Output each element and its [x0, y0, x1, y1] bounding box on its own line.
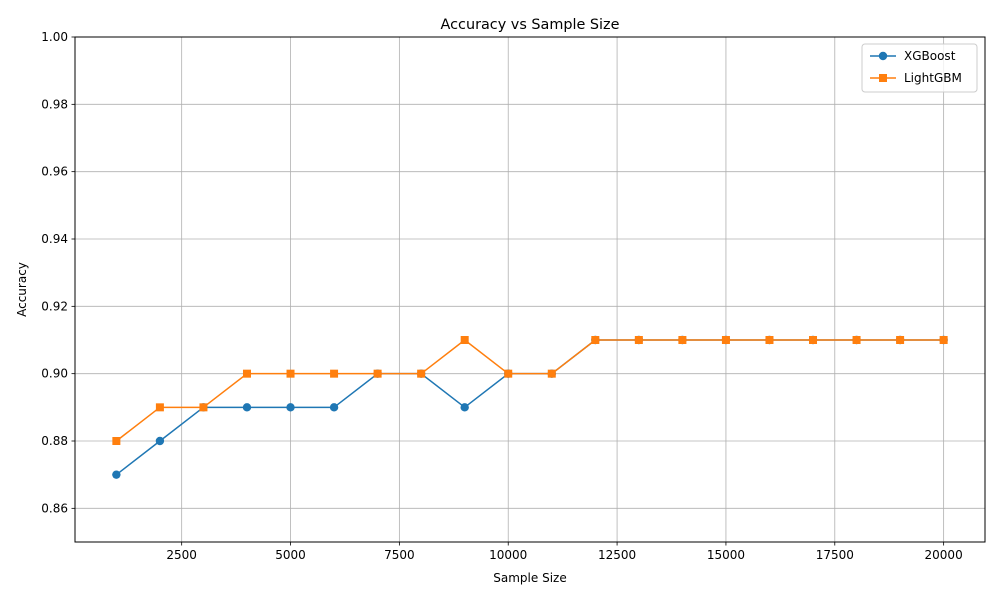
- x-tick-label: 10000: [489, 548, 527, 562]
- data-point-lightgbm: [678, 336, 687, 344]
- data-point-lightgbm: [460, 336, 469, 344]
- x-axis-title: Sample Size: [493, 571, 566, 585]
- data-point-lightgbm: [852, 336, 861, 344]
- data-point-lightgbm: [242, 369, 251, 378]
- y-tick-label: 0.92: [41, 299, 68, 313]
- data-point-xgboost: [155, 436, 165, 446]
- x-tick-label: 17500: [816, 548, 854, 562]
- data-point-lightgbm: [330, 369, 339, 378]
- legend: XGBoost LightGBM: [861, 43, 978, 93]
- data-point-lightgbm: [721, 336, 730, 344]
- y-tick-label: 0.86: [41, 501, 68, 515]
- y-axis: 0.86 0.88 0.90 0.92 0.94 0.96 0.98 1.00: [41, 30, 75, 515]
- data-point-lightgbm: [155, 403, 164, 412]
- data-point-xgboost: [329, 403, 339, 412]
- x-tick-label: 12500: [598, 548, 636, 562]
- series-lightgbm: [112, 336, 948, 445]
- data-point-xgboost: [112, 470, 121, 479]
- x-tick-label: 5000: [275, 548, 306, 562]
- data-point-xgboost: [286, 403, 295, 412]
- data-point-lightgbm: [199, 403, 208, 412]
- data-point-lightgbm: [765, 336, 774, 344]
- x-tick-label: 20000: [925, 548, 963, 562]
- y-tick-label: 0.94: [41, 232, 68, 246]
- x-axis: 2500 5000 7500 10000 12500 15000 17500 20000: [166, 542, 963, 562]
- data-point-lightgbm: [547, 369, 556, 378]
- data-point-lightgbm: [896, 336, 905, 344]
- data-point-xgboost: [242, 403, 252, 412]
- plot-frame: [74, 36, 986, 543]
- data-point-lightgbm: [939, 336, 948, 344]
- x-tick-label: 2500: [166, 548, 197, 562]
- x-tick-label: 7500: [384, 548, 415, 562]
- y-tick-label: 0.96: [41, 165, 68, 179]
- data-point-xgboost: [460, 403, 469, 412]
- chart-title: Accuracy vs Sample Size: [441, 17, 620, 33]
- data-point-lightgbm: [112, 437, 121, 445]
- data-point-lightgbm: [504, 369, 513, 378]
- legend-item-lightgbm: LightGBM: [870, 71, 962, 85]
- legend-marker: [878, 51, 888, 61]
- legend-label: XGBoost: [904, 49, 956, 63]
- legend-item-xgboost: XGBoost: [870, 49, 956, 63]
- y-tick-label: 0.88: [41, 434, 68, 448]
- y-axis-title: Accuracy: [15, 262, 29, 317]
- x-tick-label: 15000: [707, 548, 745, 562]
- data-point-lightgbm: [809, 336, 818, 344]
- legend-label: LightGBM: [904, 71, 962, 85]
- y-tick-label: 0.90: [41, 367, 68, 381]
- data-point-lightgbm: [286, 369, 295, 378]
- y-tick-label: 0.98: [41, 97, 68, 111]
- data-point-lightgbm: [373, 369, 382, 378]
- legend-marker: [879, 74, 887, 82]
- data-point-lightgbm: [591, 336, 600, 344]
- data-point-lightgbm: [417, 369, 426, 378]
- grid: [75, 36, 985, 542]
- series-layer: [112, 335, 948, 479]
- series-line-lightgbm: [115, 339, 944, 442]
- data-point-lightgbm: [634, 336, 643, 344]
- y-tick-label: 1.00: [41, 30, 68, 44]
